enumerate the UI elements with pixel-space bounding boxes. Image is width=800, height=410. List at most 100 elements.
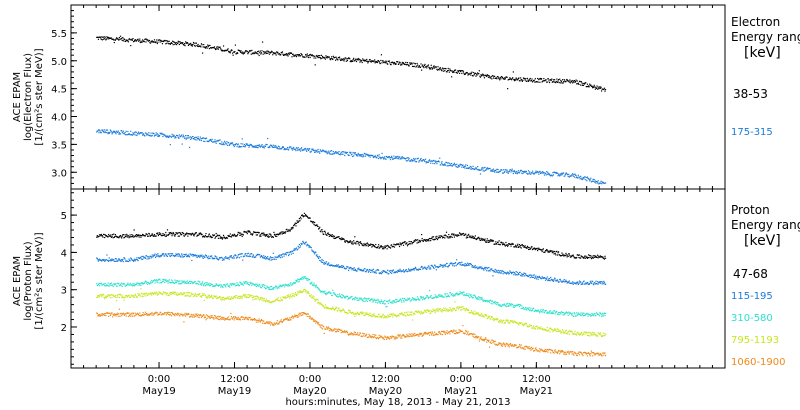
series-point: [428, 268, 431, 270]
series-point: [270, 234, 272, 236]
series-point: [294, 148, 297, 150]
series-point: [557, 175, 559, 177]
series-point: [563, 172, 565, 174]
series-point: [97, 283, 100, 286]
series-point: [599, 312, 602, 315]
series-point: [178, 283, 180, 285]
series-point: [137, 293, 139, 295]
series-point: [353, 155, 355, 157]
series-point: [561, 252, 563, 254]
series-point: [206, 282, 208, 284]
series-point: [187, 135, 190, 137]
series-point: [591, 314, 594, 316]
series-point: [458, 294, 460, 296]
series-point: [530, 275, 533, 277]
series-point: [449, 263, 451, 265]
series-point: [168, 233, 170, 236]
series-point: [312, 222, 314, 224]
series-point: [241, 233, 243, 235]
series-point: [479, 299, 481, 301]
series-point: [234, 234, 236, 236]
series-point: [310, 53, 312, 56]
series-point: [227, 234, 229, 237]
series-point: [257, 147, 259, 149]
series-point: [318, 257, 320, 259]
series-point: [533, 79, 535, 81]
series-point: [387, 300, 389, 302]
series-point: [520, 275, 522, 277]
series-point: [386, 62, 388, 65]
series-point: [389, 246, 391, 249]
series-point: [555, 311, 557, 313]
series-point: [478, 73, 480, 75]
series-point: [507, 172, 509, 174]
series-point: [527, 307, 529, 310]
series-point: [169, 255, 171, 258]
series-point: [158, 39, 161, 41]
series-point: [351, 155, 354, 158]
series-point: [116, 285, 118, 287]
series-point: [164, 40, 166, 42]
series-point: [226, 283, 229, 285]
series-point: [98, 282, 100, 285]
series-point: [494, 243, 496, 245]
series-point: [168, 43, 170, 45]
series-point: [435, 161, 437, 163]
series-point: [550, 312, 552, 314]
series-point: [120, 236, 122, 238]
series-point: [588, 86, 590, 88]
series-point: [548, 312, 550, 314]
series-point: [581, 313, 583, 316]
series-point: [246, 253, 248, 255]
series-point: [567, 314, 569, 316]
series-point: [155, 235, 157, 237]
series-point: [146, 258, 148, 260]
series-point: [264, 235, 267, 237]
series-point: [220, 236, 222, 238]
series-point: [480, 266, 482, 268]
series-point: [527, 246, 529, 248]
series-point: [594, 283, 596, 285]
series-point: [430, 162, 432, 164]
series-point: [325, 56, 328, 58]
series-point: [577, 177, 579, 179]
series-point: [541, 277, 543, 280]
series-point: [568, 282, 570, 284]
series-point: [358, 155, 360, 157]
series-point: [173, 292, 175, 294]
series-point: [170, 279, 173, 281]
series-point: [470, 237, 473, 239]
series-point: [196, 45, 199, 47]
series-point: [563, 278, 565, 281]
series-point: [442, 68, 444, 70]
series-point: [581, 84, 583, 86]
series-point: [147, 133, 149, 135]
series-point: [100, 38, 102, 40]
series-point: [480, 169, 482, 171]
series-point: [367, 62, 369, 64]
series-point: [173, 293, 175, 295]
series-point: [261, 41, 264, 43]
series-point: [255, 231, 257, 234]
series-point: [481, 267, 483, 269]
y-tick-label: 4.0: [51, 113, 67, 124]
series-point: [354, 236, 356, 238]
series-point: [109, 294, 111, 296]
series-point: [457, 70, 459, 72]
series-point: [348, 269, 350, 272]
series-point: [526, 77, 529, 80]
series-point: [268, 236, 270, 238]
series-point: [412, 159, 414, 162]
series-point: [187, 294, 189, 296]
series-point: [600, 313, 602, 315]
series-point: [344, 241, 346, 243]
series-point: [542, 248, 544, 250]
series-point: [487, 74, 489, 76]
series-point: [453, 233, 455, 235]
series-point: [300, 52, 302, 55]
series-point: [582, 312, 584, 314]
series-point: [512, 172, 514, 175]
series-point: [357, 155, 359, 157]
electron-legend-title-2: Energy range: [731, 30, 800, 44]
series-point: [166, 292, 169, 295]
